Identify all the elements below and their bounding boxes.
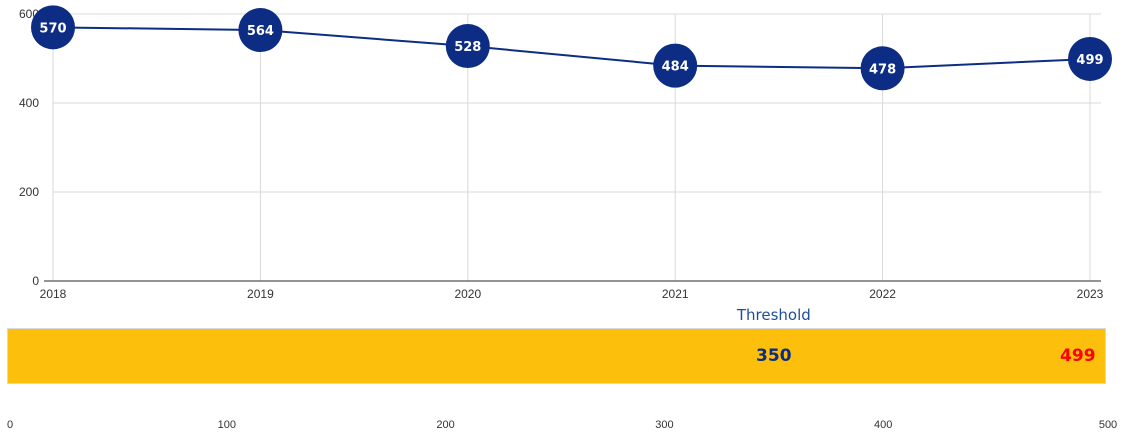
data-label: 478 — [869, 62, 896, 77]
data-label: 570 — [39, 21, 66, 36]
bar-tick-label: 300 — [655, 419, 674, 431]
bar-tick-label: 400 — [874, 419, 893, 431]
x-tick-label: 2018 — [40, 287, 67, 300]
threshold-value-label: 350 — [756, 346, 792, 366]
bar-tick-label: 500 — [1098, 419, 1118, 431]
data-point — [860, 46, 905, 91]
data-point — [653, 43, 698, 88]
y-tick-label: 400 — [19, 96, 39, 110]
bar-tick-label: 0 — [6, 419, 14, 431]
data-label: 564 — [247, 24, 274, 39]
bar-tick-label: 200 — [436, 419, 455, 431]
bar-tick-label: 100 — [217, 419, 236, 431]
data-point — [1068, 36, 1112, 81]
x-tick-label: 2023 — [1077, 287, 1104, 300]
data-point — [31, 5, 75, 50]
threshold-label: Threshold — [736, 306, 811, 324]
y-tick-label: 0 — [32, 274, 39, 288]
value-bar — [7, 328, 1106, 384]
x-tick-label: 2019 — [247, 287, 274, 300]
data-point — [238, 8, 283, 53]
x-tick-label: 2021 — [662, 287, 689, 300]
actual-value-label: 499 — [1060, 346, 1096, 366]
x-tick-label: 2020 — [454, 287, 481, 300]
y-tick-label: 200 — [19, 185, 39, 199]
x-tick-label: 2022 — [869, 287, 896, 300]
data-point — [445, 24, 490, 69]
data-label: 528 — [454, 40, 481, 55]
data-label: 484 — [662, 60, 689, 75]
data-label: 499 — [1076, 53, 1103, 68]
threshold-bar-chart: Threshold 350 499 0 100 200 300 400 500 — [0, 300, 1136, 434]
series-line — [52, 26, 1091, 70]
